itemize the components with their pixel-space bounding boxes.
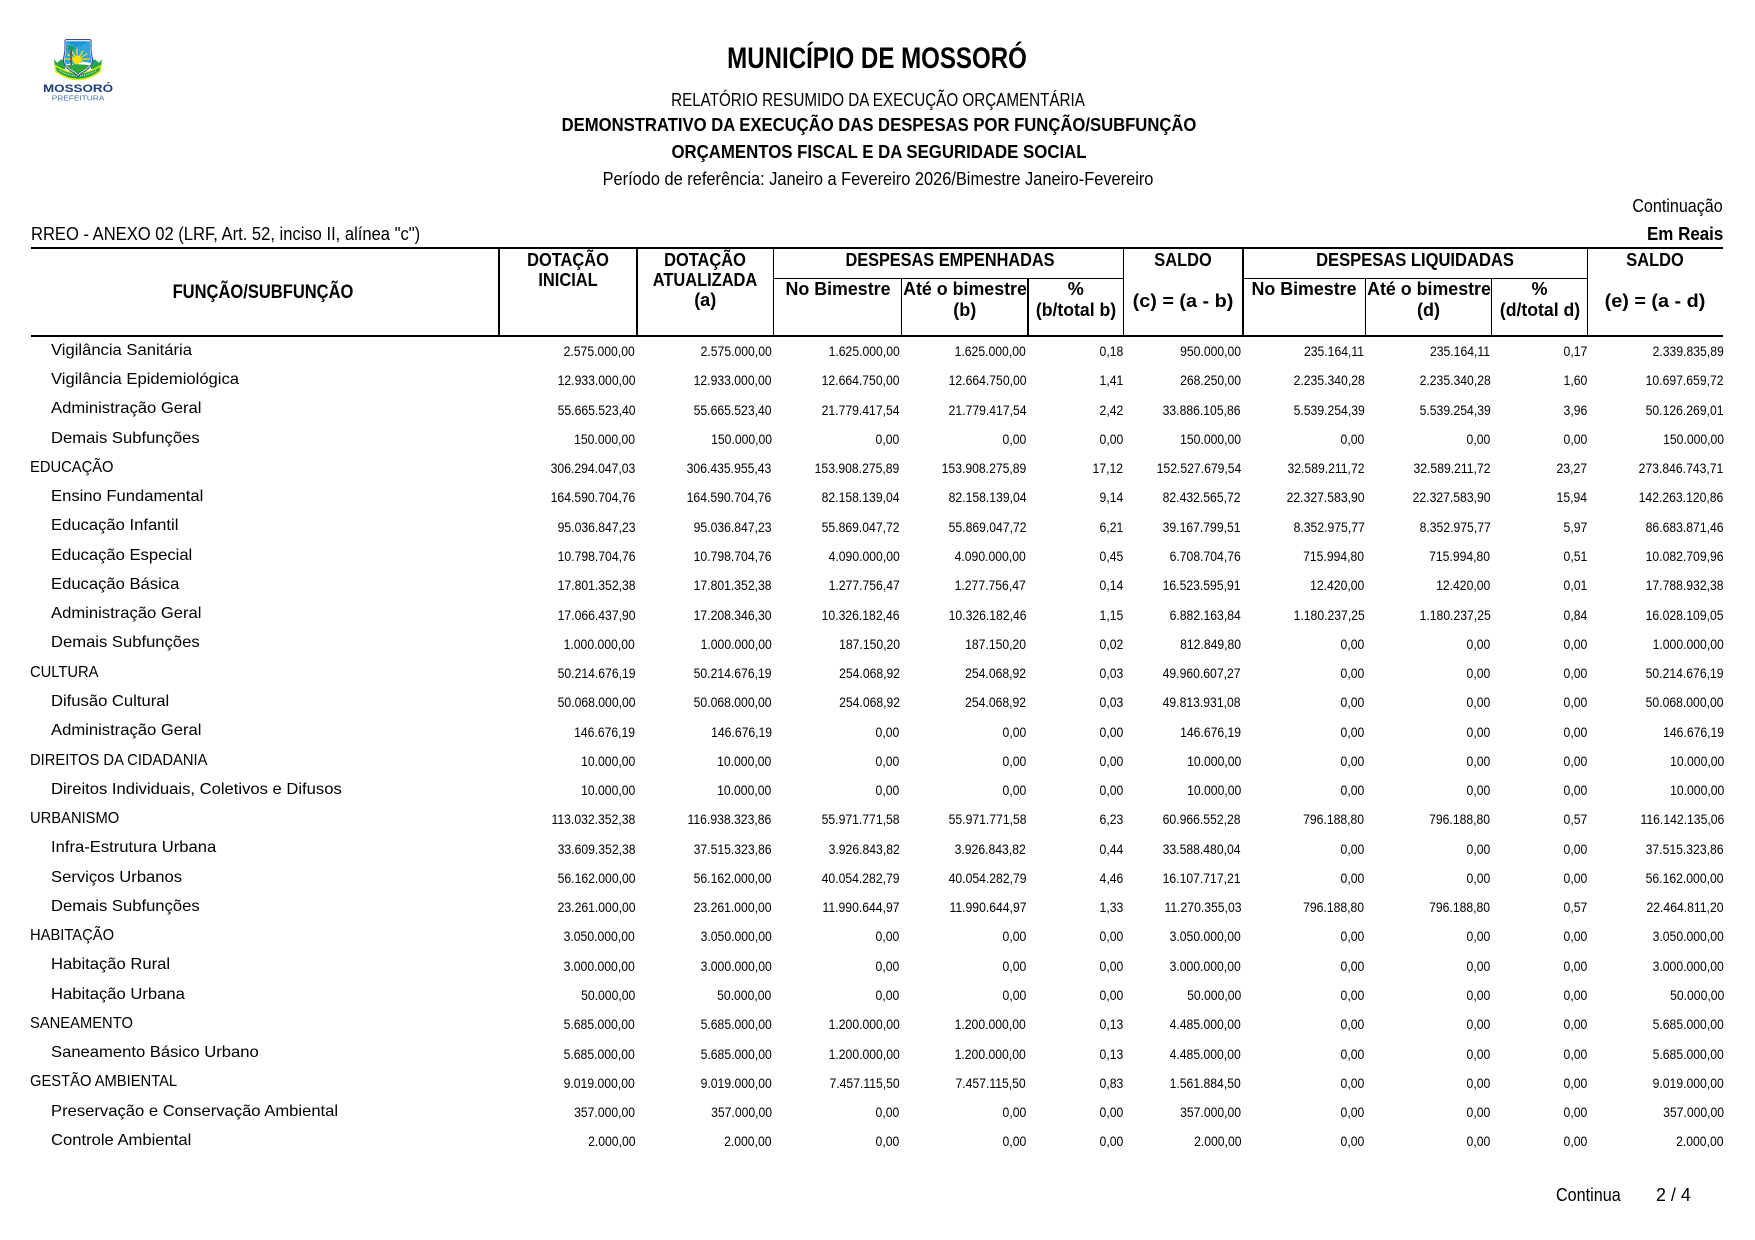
svg-text:PREFEITURA: PREFEITURA: [52, 94, 105, 103]
svg-text:MOSSORÓ: MOSSORÓ: [43, 82, 113, 95]
